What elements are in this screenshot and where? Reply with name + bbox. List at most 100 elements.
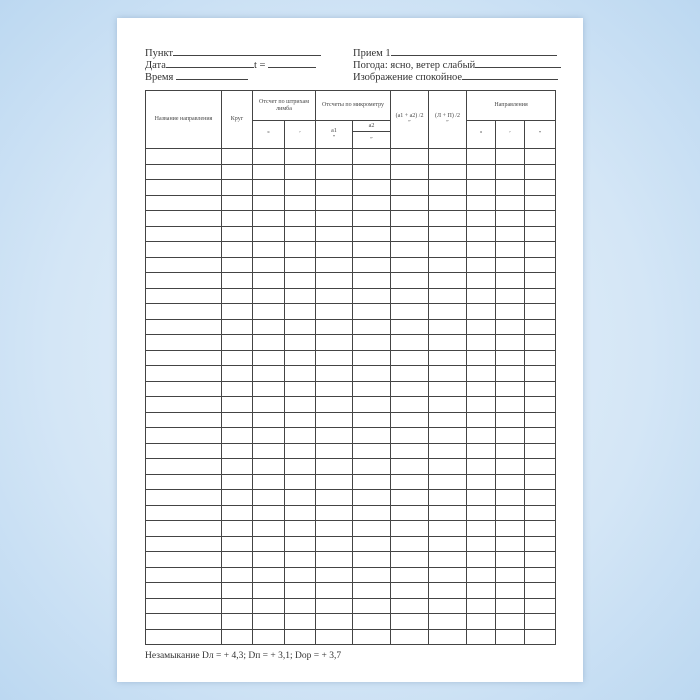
table-cell[interactable] xyxy=(221,551,253,568)
table-cell[interactable] xyxy=(221,504,253,521)
table-cell[interactable] xyxy=(145,427,222,444)
table-cell[interactable] xyxy=(466,489,497,506)
table-cell[interactable] xyxy=(390,241,430,258)
table-cell[interactable] xyxy=(390,287,430,304)
table-cell[interactable] xyxy=(315,597,353,614)
table-cell[interactable] xyxy=(221,163,253,180)
table-cell[interactable] xyxy=(284,613,316,630)
table-cell[interactable] xyxy=(145,582,222,599)
table-cell[interactable] xyxy=(221,458,253,475)
table-cell[interactable] xyxy=(351,396,392,413)
table-cell[interactable] xyxy=(221,148,253,165)
table-cell[interactable] xyxy=(495,148,526,165)
table-cell[interactable] xyxy=(428,582,468,599)
table-cell[interactable] xyxy=(495,241,526,258)
table-cell[interactable] xyxy=(466,179,497,196)
table-cell[interactable] xyxy=(252,287,285,304)
table-cell[interactable] xyxy=(315,551,353,568)
table-cell[interactable] xyxy=(524,396,557,413)
table-cell[interactable] xyxy=(284,520,316,537)
table-cell[interactable] xyxy=(284,303,316,320)
table-cell[interactable] xyxy=(390,427,430,444)
table-cell[interactable] xyxy=(351,272,392,289)
table-cell[interactable] xyxy=(428,535,468,552)
table-cell[interactable] xyxy=(428,365,468,382)
table-cell[interactable] xyxy=(284,349,316,366)
table-cell[interactable] xyxy=(524,179,557,196)
table-cell[interactable] xyxy=(390,520,430,537)
table-cell[interactable] xyxy=(315,163,353,180)
table-cell[interactable] xyxy=(351,303,392,320)
table-cell[interactable] xyxy=(252,566,285,583)
table-cell[interactable] xyxy=(466,582,497,599)
table-cell[interactable] xyxy=(524,582,557,599)
table-cell[interactable] xyxy=(315,303,353,320)
table-cell[interactable] xyxy=(466,380,497,397)
table-cell[interactable] xyxy=(145,628,222,645)
table-cell[interactable] xyxy=(428,380,468,397)
table-cell[interactable] xyxy=(252,241,285,258)
table-cell[interactable] xyxy=(524,458,557,475)
table-cell[interactable] xyxy=(284,473,316,490)
table-cell[interactable] xyxy=(145,613,222,630)
table-cell[interactable] xyxy=(315,380,353,397)
table-cell[interactable] xyxy=(428,504,468,521)
table-cell[interactable] xyxy=(466,287,497,304)
table-cell[interactable] xyxy=(284,489,316,506)
table-cell[interactable] xyxy=(351,334,392,351)
table-cell[interactable] xyxy=(252,411,285,428)
table-cell[interactable] xyxy=(524,551,557,568)
table-cell[interactable] xyxy=(315,504,353,521)
table-cell[interactable] xyxy=(495,225,526,242)
table-cell[interactable] xyxy=(495,566,526,583)
table-cell[interactable] xyxy=(145,380,222,397)
table-cell[interactable] xyxy=(351,256,392,273)
table-cell[interactable] xyxy=(221,442,253,459)
table-cell[interactable] xyxy=(428,272,468,289)
table-cell[interactable] xyxy=(524,318,557,335)
table-cell[interactable] xyxy=(524,148,557,165)
table-cell[interactable] xyxy=(252,551,285,568)
table-cell[interactable] xyxy=(284,194,316,211)
table-cell[interactable] xyxy=(351,287,392,304)
table-cell[interactable] xyxy=(221,489,253,506)
table-cell[interactable] xyxy=(466,334,497,351)
table-cell[interactable] xyxy=(221,628,253,645)
table-cell[interactable] xyxy=(466,256,497,273)
table-cell[interactable] xyxy=(351,148,392,165)
table-cell[interactable] xyxy=(145,489,222,506)
table-cell[interactable] xyxy=(495,504,526,521)
table-cell[interactable] xyxy=(351,163,392,180)
table-cell[interactable] xyxy=(221,582,253,599)
table-cell[interactable] xyxy=(145,148,222,165)
table-cell[interactable] xyxy=(145,473,222,490)
table-cell[interactable] xyxy=(284,566,316,583)
table-cell[interactable] xyxy=(252,597,285,614)
table-cell[interactable] xyxy=(466,194,497,211)
table-cell[interactable] xyxy=(145,365,222,382)
table-cell[interactable] xyxy=(315,287,353,304)
table-cell[interactable] xyxy=(466,163,497,180)
table-cell[interactable] xyxy=(284,272,316,289)
table-cell[interactable] xyxy=(315,225,353,242)
table-cell[interactable] xyxy=(221,365,253,382)
table-cell[interactable] xyxy=(466,613,497,630)
table-cell[interactable] xyxy=(145,520,222,537)
table-cell[interactable] xyxy=(145,194,222,211)
table-cell[interactable] xyxy=(466,628,497,645)
table-cell[interactable] xyxy=(221,380,253,397)
table-cell[interactable] xyxy=(466,566,497,583)
table-cell[interactable] xyxy=(428,427,468,444)
table-cell[interactable] xyxy=(390,473,430,490)
table-cell[interactable] xyxy=(466,365,497,382)
table-cell[interactable] xyxy=(428,458,468,475)
table-cell[interactable] xyxy=(145,163,222,180)
table-cell[interactable] xyxy=(524,194,557,211)
table-cell[interactable] xyxy=(252,163,285,180)
table-cell[interactable] xyxy=(284,535,316,552)
table-cell[interactable] xyxy=(252,535,285,552)
table-cell[interactable] xyxy=(315,489,353,506)
table-cell[interactable] xyxy=(252,256,285,273)
table-cell[interactable] xyxy=(315,396,353,413)
table-cell[interactable] xyxy=(466,272,497,289)
